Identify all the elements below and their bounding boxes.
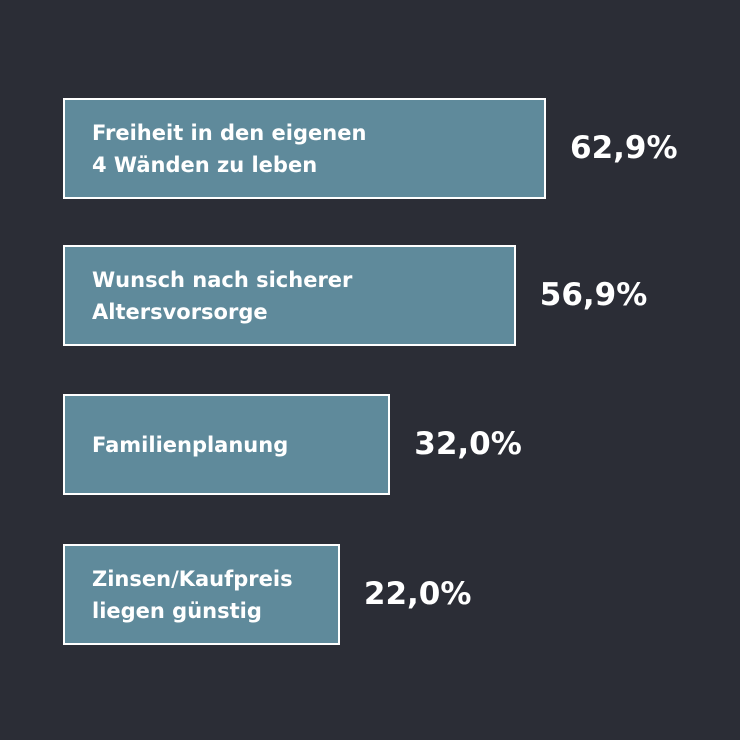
bar: Wunsch nach sicherer Altersvorsorge xyxy=(63,245,516,346)
value-label: 62,9% xyxy=(570,130,678,166)
bar: Freiheit in den eigenen 4 Wänden zu lebe… xyxy=(63,98,547,199)
bar: Familienplanung xyxy=(63,394,391,495)
bar: Zinsen/Kaufpreis liegen günstig xyxy=(63,544,340,645)
category-label: Wunsch nach sicherer Altersvorsorge xyxy=(92,267,353,324)
value-label: 22,0% xyxy=(363,576,472,612)
category-label: Familienplanung xyxy=(92,432,289,457)
value-label: 56,9% xyxy=(539,277,648,313)
value-label: 32,0% xyxy=(414,426,522,462)
category-label: Freiheit in den eigenen 4 Wänden zu lebe… xyxy=(92,120,367,177)
category-label: Zinsen/Kaufpreis liegen günstig xyxy=(92,566,293,623)
